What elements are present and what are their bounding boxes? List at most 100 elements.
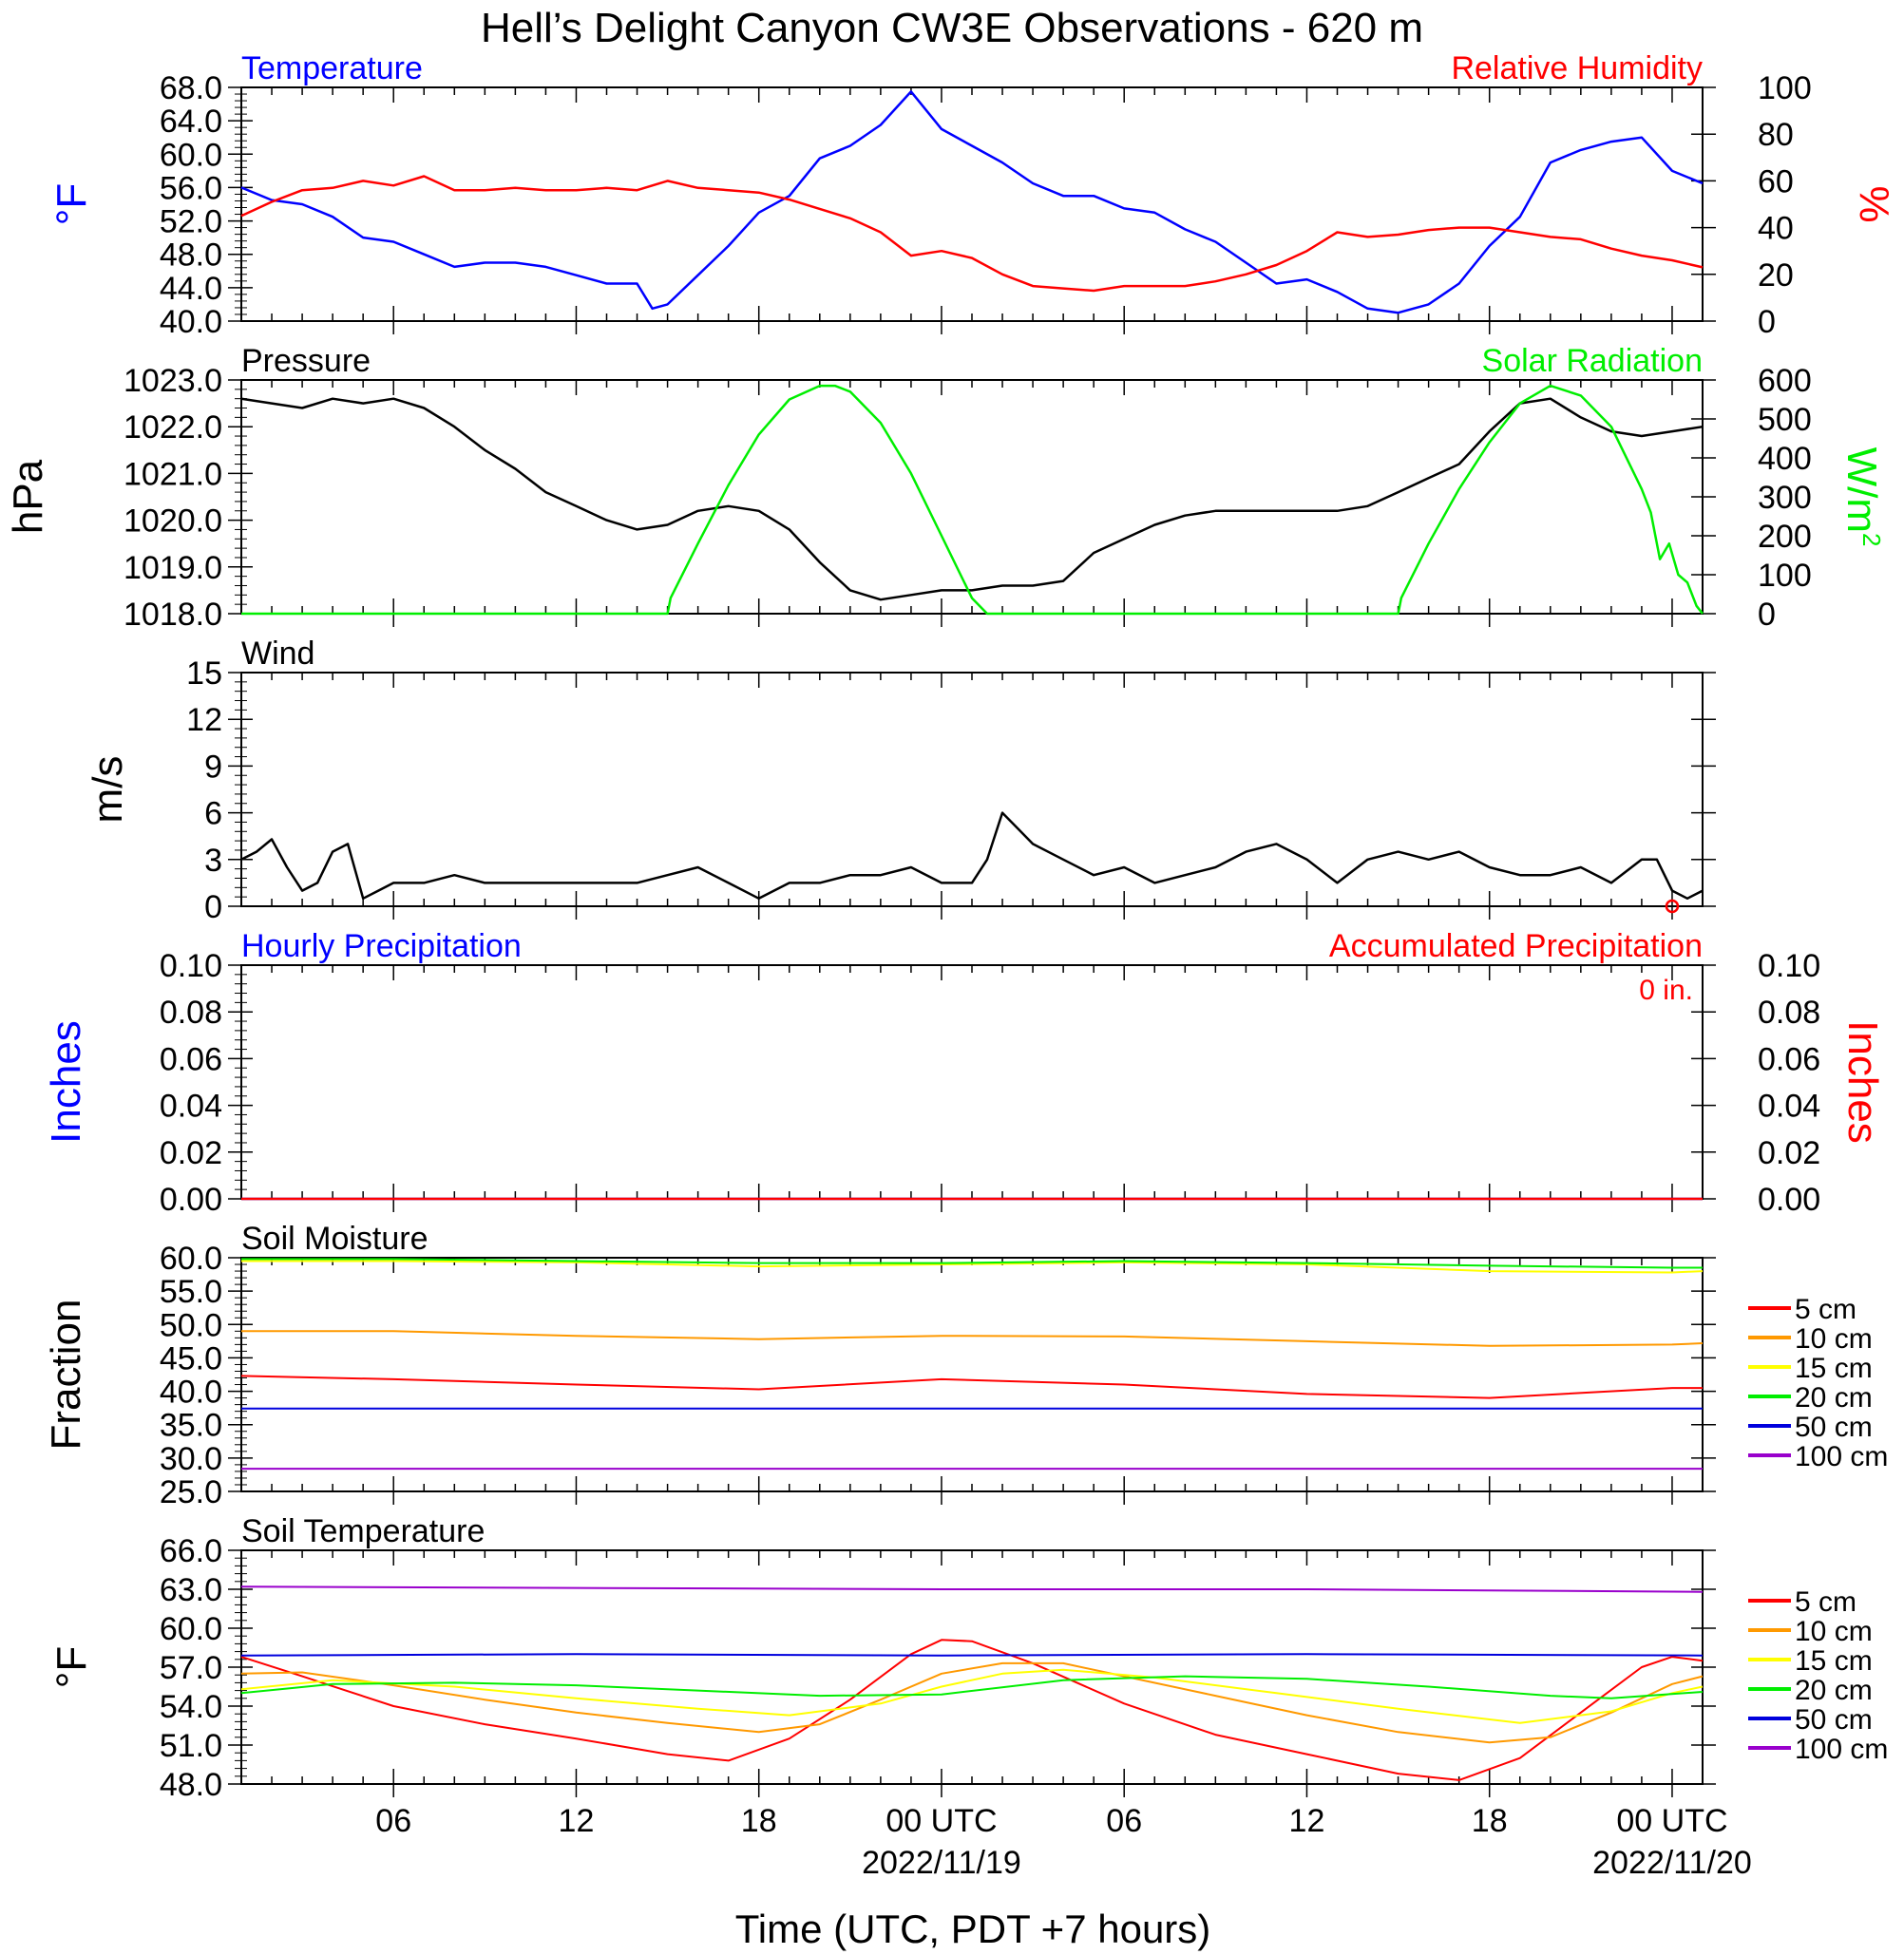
- y-tick-label-left: 1023.0: [124, 363, 222, 399]
- y-tick-label-left: 30.0: [160, 1441, 222, 1477]
- panel-title-right: Relative Humidity: [1451, 50, 1703, 86]
- x-axis-title: Time (UTC, PDT +7 hours): [735, 1907, 1211, 1951]
- y-tick-label-right: 0.06: [1758, 1041, 1820, 1077]
- y-tick-label-left: 0.06: [160, 1041, 222, 1077]
- series-100-cm: [240, 1585, 1704, 1593]
- y-tick-label-right: 20: [1758, 257, 1794, 294]
- y-tick-label-left: 40.0: [160, 1375, 222, 1411]
- series-20-cm: [241, 1258, 1703, 1269]
- panel-soil-temperature: 48.051.054.057.060.063.066.0 Soil Tempera…: [48, 1513, 1888, 1803]
- series-pressure: [240, 397, 1704, 601]
- panel-title-left: Soil Moisture: [241, 1221, 428, 1257]
- x-tick-label: 06: [375, 1803, 411, 1839]
- y-tick-label-right: 100: [1758, 558, 1812, 594]
- y-tick-label-right: 40: [1758, 211, 1794, 247]
- series-5-cm: [240, 1639, 1704, 1781]
- panel-title-right: Accumulated Precipitation: [1329, 928, 1703, 964]
- y-tick-label-right: 300: [1758, 480, 1812, 516]
- y-tick-label-left: 64.0: [160, 104, 222, 140]
- series-solar-radiation: [241, 384, 1704, 616]
- y-tick-label-left: 0.02: [160, 1135, 222, 1171]
- y-tick-label-left: 12: [186, 702, 222, 738]
- y-tick-label-left: 54.0: [160, 1689, 222, 1725]
- y-tick-label-left: 0.10: [160, 948, 222, 984]
- series-10-cm: [240, 1661, 1704, 1744]
- series-5-cm: [240, 1375, 1703, 1399]
- legend-label: 100 cm: [1795, 1441, 1888, 1472]
- calm-wind-marker: [1665, 899, 1680, 914]
- panel-title-left: Pressure: [241, 343, 371, 379]
- y-tick-label-left: 1021.0: [124, 456, 222, 492]
- legend-label: 20 cm: [1795, 1382, 1873, 1414]
- y-tick-label-left: 52.0: [160, 204, 222, 240]
- legend-label: 10 cm: [1795, 1323, 1873, 1355]
- y-axis-label-right: %: [1851, 185, 1897, 222]
- series-wind-speed: [240, 811, 1704, 901]
- y-tick-label-left: 57.0: [160, 1650, 222, 1686]
- y-tick-label-left: 0.08: [160, 995, 222, 1031]
- y-tick-label-left: 6: [204, 796, 222, 832]
- panel-title-left: Soil Temperature: [241, 1513, 485, 1549]
- y-tick-label-right: 80: [1758, 117, 1794, 153]
- panel-temperature-humidity: 40.044.048.052.056.060.064.068.0 0 20 40 60 8…: [48, 50, 1897, 340]
- panel-precipitation: 0.00 0.02 0.04 0.06 0.08 0.10 0.00 0.02 0.04 0.06…: [43, 928, 1886, 1218]
- y-tick-label-left: 9: [204, 749, 222, 785]
- series-50-cm: [240, 1653, 1704, 1657]
- y-tick-label-left: 45.0: [160, 1340, 222, 1376]
- panel-title-left: Wind: [241, 636, 314, 672]
- x-tick-label: 12: [1289, 1803, 1325, 1839]
- accumulated-total-label: 0 in.: [1639, 975, 1693, 1006]
- y-tick-label-right: 0.10: [1758, 948, 1820, 984]
- panel-title-left: Hourly Precipitation: [241, 928, 522, 964]
- y-tick-label-left: 66.0: [160, 1533, 222, 1569]
- y-tick-label-left: 0.04: [160, 1089, 222, 1125]
- legend-label: 15 cm: [1795, 1353, 1873, 1384]
- y-tick-label-left: 44.0: [160, 271, 222, 307]
- y-tick-label-left: 1022.0: [124, 409, 222, 446]
- y-axis-label-left: Fraction: [43, 1300, 89, 1451]
- legend-label: 100 cm: [1795, 1734, 1888, 1765]
- y-tick-label-right: 0.04: [1758, 1089, 1820, 1125]
- legend-label: 50 cm: [1795, 1704, 1873, 1736]
- y-axis-label-left: °F: [48, 1646, 95, 1688]
- panel-title-right: Solar Radiation: [1482, 343, 1703, 379]
- y-tick-label-left: 60.0: [160, 1611, 222, 1647]
- y-tick-label-left: 15: [186, 655, 222, 692]
- series-20-cm: [240, 1675, 1704, 1699]
- y-tick-label-left: 50.0: [160, 1307, 222, 1343]
- y-tick-label-left: 1020.0: [124, 503, 222, 540]
- y-tick-label-left: 60.0: [160, 137, 222, 173]
- y-tick-label-right: 60: [1758, 163, 1794, 199]
- x-tick-date-label: 2022/11/19: [862, 1845, 1021, 1881]
- panel-wind: 0 3 6 9 12 15 Wind m/s: [85, 636, 1716, 925]
- panels: 40.044.048.052.056.060.064.068.002040608…: [5, 50, 1897, 1881]
- y-tick-label-left: 1019.0: [124, 550, 222, 586]
- y-tick-label-left: 56.0: [160, 170, 222, 206]
- panel-pressure-solar: 1018.0 1019.0 1020.0 1021.0 1022.0 1023.0 0100…: [5, 343, 1886, 633]
- y-axis-label-right: W/m2: [1838, 447, 1886, 547]
- legend-label: 10 cm: [1795, 1616, 1873, 1647]
- series-15-cm: [241, 1260, 1704, 1274]
- legend-label: 20 cm: [1795, 1675, 1873, 1706]
- y-axis-label-right: Inches: [1839, 1020, 1886, 1144]
- y-tick-label-left: 63.0: [160, 1572, 222, 1608]
- unit-superscript: 2: [1857, 533, 1886, 546]
- x-tick-date-label: 2022/11/20: [1592, 1845, 1752, 1881]
- x-tick-label: 00 UTC: [885, 1803, 997, 1839]
- y-tick-label-left: 0: [204, 889, 222, 925]
- y-tick-label-left: 48.0: [160, 1767, 222, 1803]
- y-tick-label-left: 1018.0: [124, 597, 222, 633]
- y-tick-label-right: 600: [1758, 363, 1812, 399]
- y-tick-label-right: 0.02: [1758, 1135, 1820, 1171]
- y-axis-label-left: hPa: [5, 459, 51, 534]
- x-tick-label: 18: [741, 1803, 777, 1839]
- y-tick-label-right: 0.00: [1758, 1182, 1820, 1218]
- y-axis-label-left: °F: [48, 183, 95, 225]
- legend-label: 15 cm: [1795, 1645, 1873, 1677]
- y-tick-label-left: 3: [204, 843, 222, 879]
- y-tick-label-left: 55.0: [160, 1274, 222, 1310]
- y-tick-label-right: 400: [1758, 441, 1812, 477]
- figure-title: Hell’s Delight Canyon CW3E Observations …: [481, 5, 1423, 51]
- y-axis-label-left: Inches: [43, 1020, 89, 1144]
